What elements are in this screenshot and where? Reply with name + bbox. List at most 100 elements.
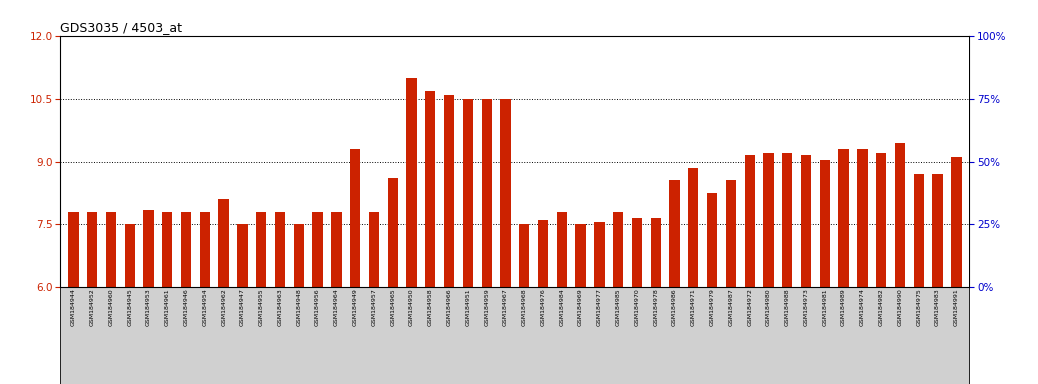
FancyBboxPatch shape bbox=[402, 321, 459, 350]
Text: 3 min: 3 min bbox=[137, 331, 160, 340]
Bar bbox=[294, 224, 304, 287]
Bar bbox=[482, 99, 492, 287]
Bar bbox=[575, 224, 585, 287]
FancyBboxPatch shape bbox=[571, 321, 628, 350]
Bar bbox=[895, 143, 905, 287]
Point bbox=[516, 96, 532, 102]
Point bbox=[666, 76, 683, 82]
Point bbox=[610, 88, 627, 94]
Bar bbox=[256, 212, 267, 287]
Text: 40 min: 40 min bbox=[360, 331, 388, 340]
Point bbox=[65, 96, 82, 102]
Bar bbox=[951, 157, 961, 287]
Point bbox=[591, 101, 607, 107]
Point bbox=[685, 71, 702, 77]
Point bbox=[836, 53, 852, 60]
Text: 120 min: 120 min bbox=[921, 331, 954, 340]
Bar bbox=[350, 149, 360, 287]
Point bbox=[422, 43, 439, 50]
Bar bbox=[69, 212, 79, 287]
Text: 3 min: 3 min bbox=[588, 331, 610, 340]
FancyBboxPatch shape bbox=[796, 321, 853, 350]
Bar bbox=[238, 224, 248, 287]
Bar bbox=[538, 220, 548, 287]
Point bbox=[384, 83, 401, 89]
Point bbox=[140, 93, 157, 99]
Point bbox=[347, 58, 363, 65]
Bar bbox=[181, 212, 191, 287]
Bar bbox=[426, 91, 436, 287]
Point bbox=[873, 86, 890, 92]
Point bbox=[235, 101, 251, 107]
FancyBboxPatch shape bbox=[176, 321, 234, 350]
FancyBboxPatch shape bbox=[853, 321, 909, 350]
Point bbox=[497, 46, 514, 52]
Text: 0 min: 0 min bbox=[531, 331, 554, 340]
Bar bbox=[406, 78, 416, 287]
Point bbox=[365, 93, 382, 99]
Bar bbox=[125, 224, 135, 287]
Point bbox=[948, 51, 964, 57]
Text: 6 min: 6 min bbox=[645, 331, 667, 340]
FancyBboxPatch shape bbox=[515, 288, 965, 318]
Bar bbox=[444, 95, 455, 287]
Bar bbox=[331, 212, 342, 287]
Bar bbox=[932, 174, 943, 287]
Point bbox=[704, 73, 720, 79]
FancyBboxPatch shape bbox=[64, 288, 515, 318]
Point bbox=[892, 43, 908, 50]
Point bbox=[328, 98, 345, 104]
FancyBboxPatch shape bbox=[120, 321, 176, 350]
Bar bbox=[839, 149, 849, 287]
Point bbox=[817, 58, 834, 65]
Bar bbox=[820, 159, 830, 287]
FancyBboxPatch shape bbox=[515, 321, 571, 350]
Point bbox=[215, 91, 231, 97]
Bar bbox=[519, 224, 529, 287]
Point bbox=[159, 93, 175, 99]
Text: 70 min: 70 min bbox=[416, 331, 444, 340]
Text: 40 min: 40 min bbox=[811, 331, 839, 340]
Text: GDS3035 / 4503_at: GDS3035 / 4503_at bbox=[60, 21, 183, 34]
Point bbox=[760, 58, 776, 65]
Bar bbox=[60, 287, 969, 384]
FancyBboxPatch shape bbox=[740, 321, 796, 350]
Point bbox=[196, 93, 213, 99]
Point bbox=[629, 86, 646, 92]
Bar bbox=[670, 180, 680, 287]
Bar bbox=[857, 149, 868, 287]
Point bbox=[177, 93, 194, 99]
FancyBboxPatch shape bbox=[628, 321, 684, 350]
Point bbox=[84, 93, 101, 99]
Point bbox=[572, 104, 589, 110]
Point bbox=[778, 56, 795, 62]
FancyBboxPatch shape bbox=[290, 321, 346, 350]
Text: 20 min: 20 min bbox=[304, 331, 331, 340]
Point bbox=[854, 98, 871, 104]
Text: 0 min: 0 min bbox=[81, 331, 104, 340]
Bar bbox=[368, 212, 379, 287]
Bar bbox=[87, 212, 98, 287]
Bar bbox=[782, 153, 792, 287]
Bar bbox=[218, 199, 228, 287]
Point bbox=[929, 46, 946, 52]
Point bbox=[479, 46, 495, 52]
Bar bbox=[556, 212, 567, 287]
Bar bbox=[763, 153, 773, 287]
Point bbox=[722, 66, 739, 72]
Point bbox=[121, 104, 138, 110]
Point bbox=[535, 104, 551, 110]
Point bbox=[272, 93, 289, 99]
Bar bbox=[143, 210, 154, 287]
FancyBboxPatch shape bbox=[64, 321, 120, 350]
Text: time: time bbox=[60, 331, 83, 341]
Point bbox=[553, 93, 570, 99]
Bar bbox=[162, 212, 172, 287]
Text: 6 min: 6 min bbox=[193, 331, 216, 340]
Text: cumene hydroperoxide: cumene hydroperoxide bbox=[684, 298, 796, 308]
Bar bbox=[801, 156, 812, 287]
FancyBboxPatch shape bbox=[346, 321, 402, 350]
Point bbox=[291, 101, 307, 107]
Bar bbox=[744, 156, 755, 287]
Point bbox=[253, 93, 270, 99]
